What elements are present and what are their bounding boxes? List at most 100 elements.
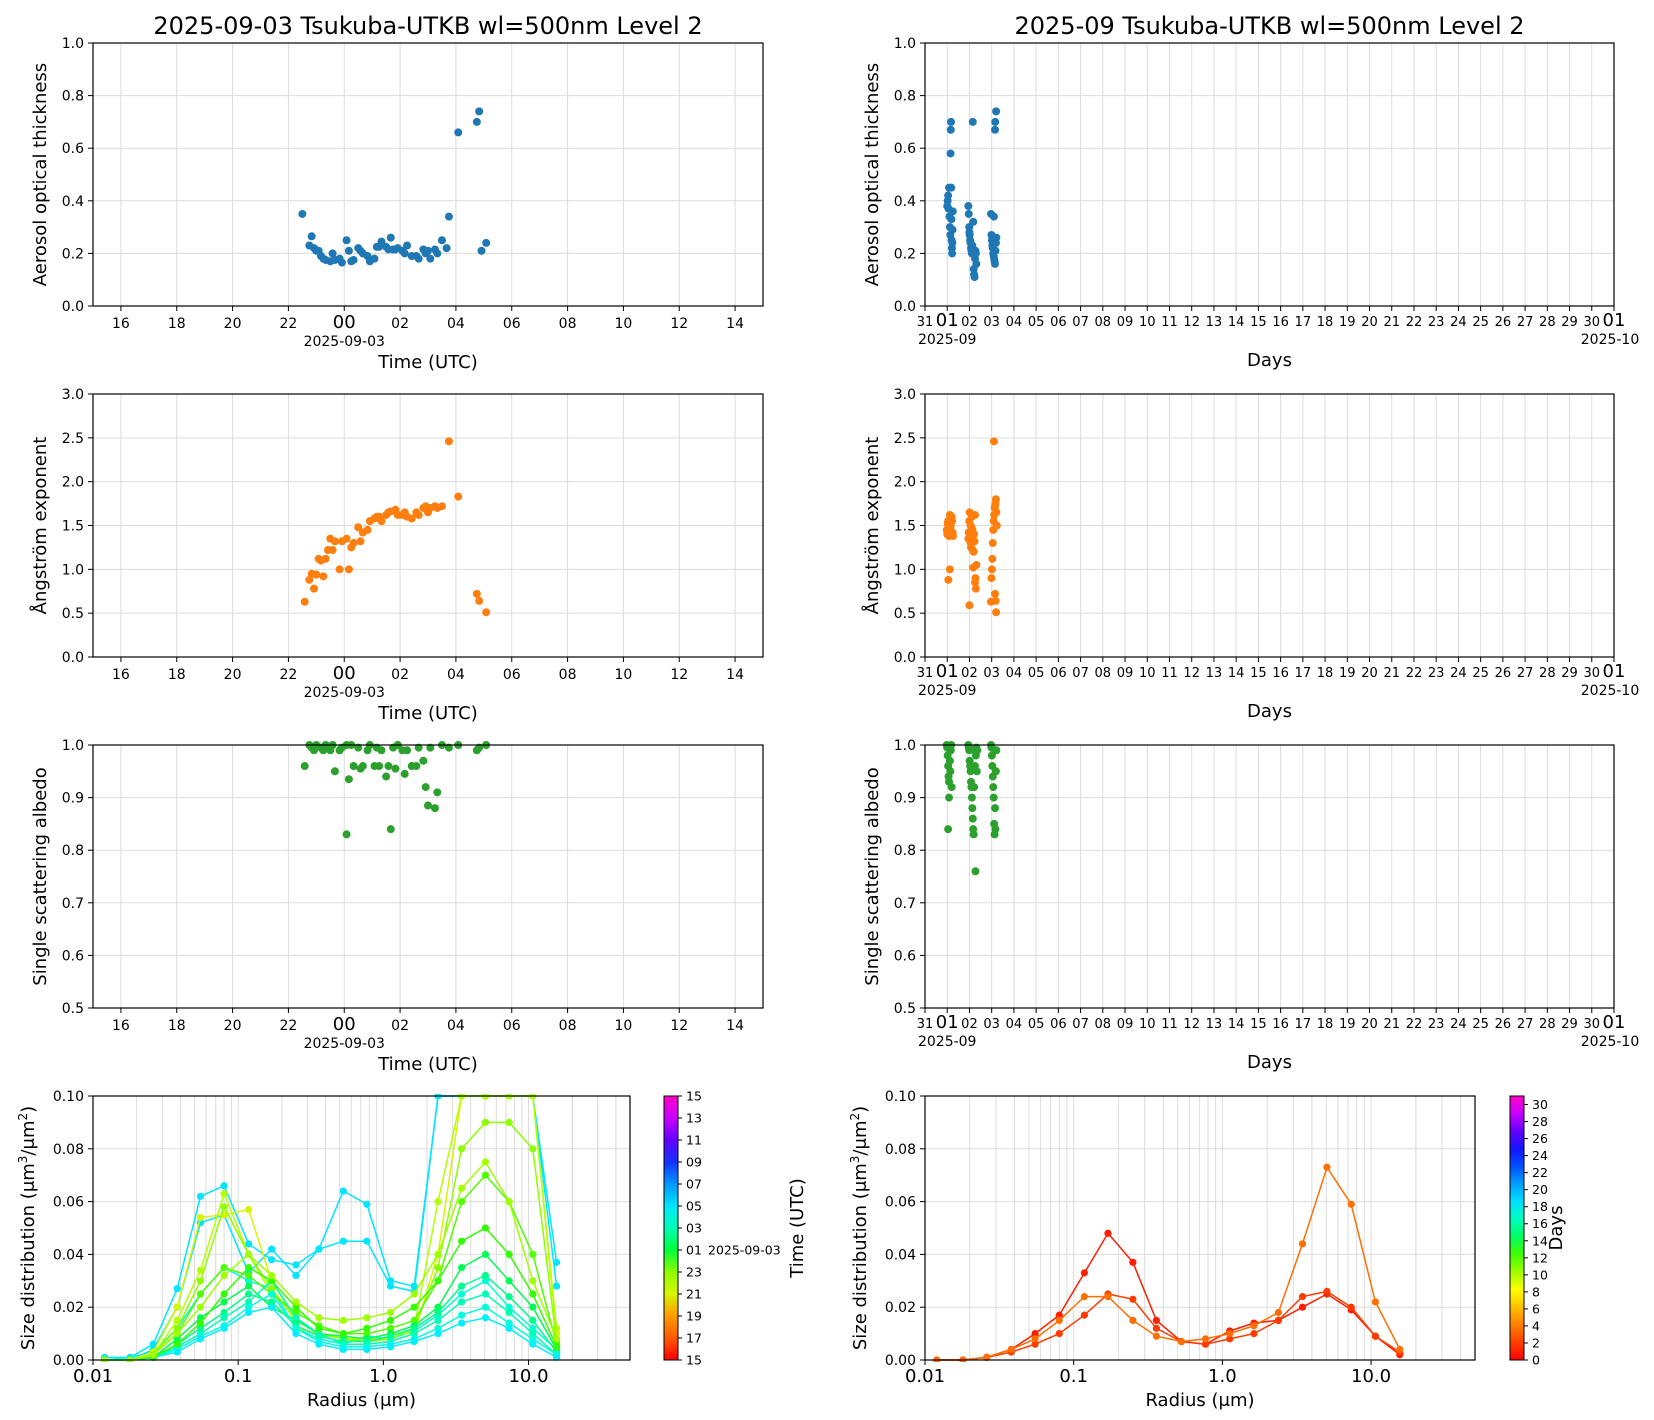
x-tick-label: 10 — [1139, 315, 1156, 330]
data-point — [987, 751, 996, 760]
x-tick-label: 14 — [1228, 1017, 1245, 1032]
data-point — [410, 1330, 418, 1338]
x-tick-label: 02 — [391, 316, 409, 332]
data-point — [434, 1277, 442, 1285]
data-point — [344, 565, 353, 574]
data-point — [971, 574, 980, 583]
x-end-label: 2025-10 — [1581, 332, 1640, 348]
x-tick-label: 06 — [1050, 315, 1067, 330]
x-tick-label: 18 — [168, 667, 186, 683]
y-tick-label: 0.5 — [62, 606, 84, 622]
x-tick-label: 28 — [1539, 666, 1556, 681]
x-tick-label: 04 — [447, 667, 465, 683]
colorbar-tick-label: 24 — [1532, 1148, 1548, 1163]
data-point — [377, 237, 386, 246]
data-point — [268, 1271, 276, 1280]
data-point — [1347, 1303, 1355, 1311]
data-point — [328, 249, 337, 258]
data-point — [356, 537, 365, 546]
x-tick-label: 16 — [1272, 315, 1289, 330]
data-point — [300, 762, 309, 771]
data-point — [363, 1324, 371, 1332]
y-tick-label: 0.9 — [62, 791, 84, 807]
series-line — [104, 1306, 557, 1361]
data-point — [971, 867, 980, 876]
x-tick-label: 21 — [1383, 315, 1400, 330]
data-point — [433, 788, 442, 797]
data-point — [312, 570, 321, 579]
x-tick-label: 15 — [1250, 1017, 1267, 1032]
x-tick-label: 16 — [1272, 666, 1289, 681]
y-tick-label: 1.0 — [62, 36, 84, 52]
data-point — [434, 1316, 442, 1324]
x-tick-label: 08 — [1095, 1017, 1112, 1032]
y-axis-label-part: Size distribution (μm — [850, 1163, 871, 1350]
data-point — [972, 259, 981, 268]
y-axis-label: Aerosol optical thickness — [30, 63, 51, 286]
y-tick-label: 0.04 — [53, 1247, 84, 1263]
x-tick-label: 30 — [1584, 1017, 1601, 1032]
data-point — [444, 212, 453, 221]
data-point — [292, 1330, 300, 1338]
panel-right_ssa: 0.50.60.70.80.91.031 01 02 03 04 05 06 07 08 09 10… — [862, 738, 1639, 1073]
colorbar-tick-label: 01 — [686, 1243, 702, 1258]
series-line — [104, 1253, 558, 1361]
data-point — [196, 1324, 205, 1332]
data-point — [363, 1200, 371, 1208]
x-tick-label: 09 — [1117, 666, 1134, 681]
data-point — [945, 565, 954, 574]
plot-frame — [92, 393, 764, 658]
colorbar-tick-label: 0 — [1532, 1353, 1540, 1368]
x-tick-label: 08 — [559, 1018, 577, 1034]
x-tick-label: 24 — [1450, 315, 1467, 330]
data-point — [481, 1290, 490, 1298]
data-point — [992, 746, 1001, 755]
x-tick-label: 02 — [391, 667, 409, 683]
y-tick-label: 2.5 — [894, 431, 916, 447]
x-tick-label: 06 — [1050, 666, 1067, 681]
series-group — [100, 1094, 561, 1362]
x-tick-label: 27 — [1517, 666, 1534, 681]
data-point — [437, 236, 446, 245]
plot-frame — [924, 393, 1615, 658]
data-point — [529, 1290, 537, 1298]
x-tick-label: 02 — [391, 1018, 409, 1034]
x-start-label: 2025-09 — [918, 332, 977, 348]
data-point — [969, 830, 978, 839]
panel-left_angstrom: 0.0 0.5 1.0 1.5 2.0 2.5 3.0 16 18 20 22 00 02 04 06 08 1… — [29, 387, 764, 724]
data-point — [458, 1282, 466, 1290]
x-tick-label: 01 — [1603, 661, 1626, 682]
data-point — [991, 125, 1000, 134]
y-tick-label: 1.0 — [894, 562, 916, 578]
data-point — [196, 1290, 205, 1298]
x-tick-label: 14 — [726, 667, 744, 683]
y-tick-label: 0.2 — [894, 246, 916, 262]
x-offset-label: 2025-09-03 — [304, 1036, 385, 1052]
data-point — [245, 1290, 253, 1298]
colorbar-tick-label: 11 — [686, 1133, 702, 1148]
data-point — [358, 762, 367, 771]
data-point — [298, 209, 307, 218]
data-point — [315, 1245, 323, 1253]
data-point — [933, 1356, 941, 1362]
data-point — [454, 128, 463, 137]
x-axis-label: Radius (μm) — [1145, 1390, 1254, 1411]
data-point — [1371, 1332, 1380, 1340]
data-point — [386, 825, 395, 834]
colorbar-tick-label: 16 — [1532, 1216, 1548, 1231]
data-point — [529, 1303, 537, 1311]
x-tick-label: 02 — [961, 666, 978, 681]
chart-title: 2025-09 Tsukuba-UTKB wl=500nm Level 2 — [1014, 12, 1524, 40]
y-axis-label-part: 3 — [16, 1156, 30, 1164]
x-tick-label: 02 — [961, 1017, 978, 1032]
x-tick-label: 18 — [1317, 1017, 1334, 1032]
x-tick-label: 28 — [1539, 315, 1556, 330]
x-tick-label: 22 — [280, 1018, 298, 1034]
y-tick-label: 0.9 — [894, 791, 916, 807]
x-tick-label: 18 — [1317, 666, 1334, 681]
data-point — [458, 1237, 466, 1245]
y-tick-label: 0.02 — [53, 1300, 84, 1316]
series-line — [936, 1165, 1401, 1361]
x-tick-label: 01 — [936, 661, 959, 682]
data-point — [481, 1250, 490, 1258]
